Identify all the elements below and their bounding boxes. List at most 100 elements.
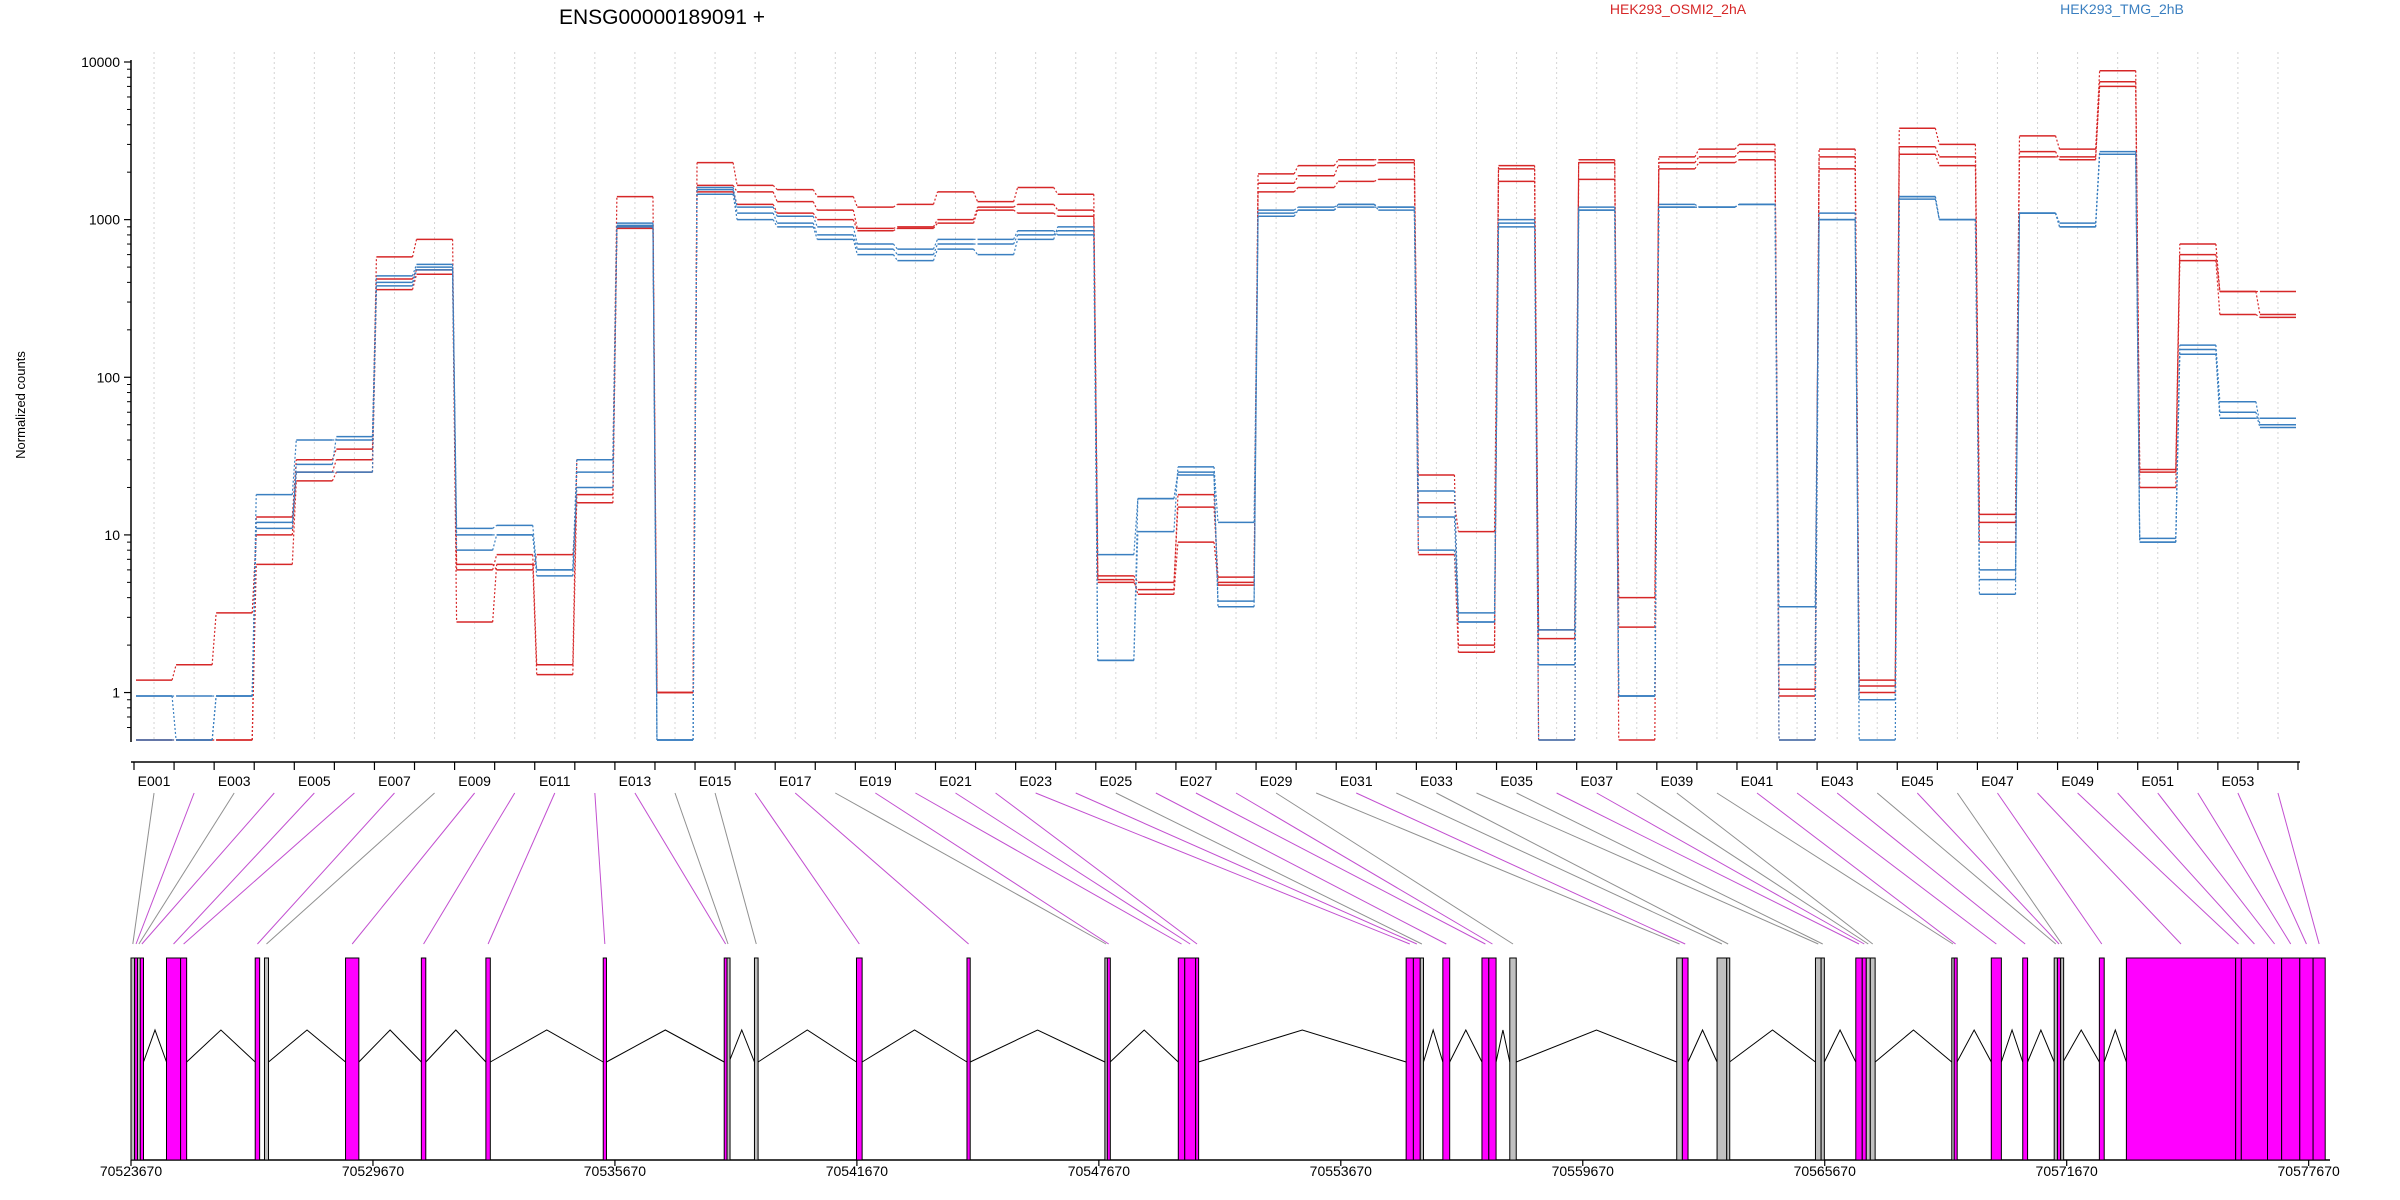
- series-riser: [1614, 210, 1620, 697]
- series-riser: [852, 234, 858, 250]
- x-tick-label: E021: [939, 773, 972, 789]
- exon-connector: [1876, 792, 2057, 945]
- series-riser: [2215, 260, 2221, 315]
- exon-connector: [1956, 792, 2063, 945]
- series-riser: [492, 564, 498, 623]
- series-riser: [1053, 212, 1059, 217]
- exon-connector: [351, 792, 476, 945]
- series-riser: [291, 480, 297, 565]
- series-riser: [972, 209, 979, 224]
- exon-connector: [1195, 792, 1486, 945]
- series-riser: [1493, 226, 1500, 623]
- series-riser: [812, 212, 818, 220]
- series-riser: [1734, 151, 1740, 158]
- series-riser: [1854, 219, 1860, 700]
- exon-connector: [135, 792, 195, 945]
- intron-line: [1198, 1029, 1407, 1063]
- exon-box: [1509, 957, 1517, 1161]
- exon-box: [1177, 957, 1186, 1161]
- exon-connector: [714, 792, 757, 945]
- series-riser: [532, 534, 538, 570]
- series-riser: [812, 201, 818, 211]
- exon-box: [1814, 957, 1822, 1161]
- series-riser: [1213, 474, 1219, 602]
- series-riser: [1213, 466, 1219, 523]
- exon-connector: [835, 792, 1107, 945]
- exon-box: [2312, 957, 2326, 1161]
- series-6: [136, 153, 2296, 741]
- exon-connector: [1596, 792, 1865, 945]
- exon-box: [254, 957, 261, 1161]
- exon-box: [2267, 957, 2283, 1161]
- exon-box: [1865, 957, 1871, 1161]
- gene-model: 70523670 70529670 70535670 70541670 70547670…: [100, 957, 2340, 1179]
- series-riser: [1133, 579, 1139, 595]
- exon-grid: [153, 52, 2279, 740]
- series-riser: [1253, 210, 1259, 523]
- x-tick-label: E017: [779, 773, 812, 789]
- series-riser: [893, 226, 898, 229]
- intron-line: [2000, 1028, 2024, 1063]
- series-riser: [973, 248, 979, 255]
- series-riser: [1293, 187, 1299, 193]
- series-riser: [1654, 207, 1660, 697]
- x-tick-label: E003: [218, 773, 251, 789]
- series-riser: [1293, 209, 1299, 214]
- exon-connector: [1997, 792, 2103, 945]
- x-tick-label: E039: [1661, 773, 1694, 789]
- x-tick-label: E029: [1260, 773, 1293, 789]
- series-riser: [812, 189, 818, 197]
- series-riser: [411, 274, 418, 290]
- intron-line: [1823, 1028, 1857, 1063]
- x-tick-label: E035: [1500, 773, 1533, 789]
- series-riser: [1533, 226, 1540, 741]
- exon-box: [1869, 957, 1876, 1161]
- x-tick-label: E049: [2061, 773, 2094, 789]
- series-riser: [2014, 135, 2021, 523]
- series-riser: [732, 162, 738, 186]
- series-riser: [1373, 203, 1379, 208]
- genome-tick-label: 70529670: [342, 1163, 405, 1179]
- exon-box: [1184, 957, 1197, 1161]
- y-tick-label: 10000: [81, 54, 120, 70]
- exon-connector: [1035, 792, 1410, 945]
- series-riser: [371, 285, 378, 437]
- exon-connector: [754, 792, 860, 945]
- exon-box: [180, 957, 188, 1161]
- series-riser: [331, 471, 337, 482]
- plot-area: 1 10 100 1000 10000 E001 E003 E005 E007 E009 E011 E…: [81, 54, 2300, 789]
- series-riser: [1053, 187, 1059, 195]
- series-riser: [1453, 516, 1460, 623]
- x-tick-label: E019: [859, 773, 892, 789]
- exon-connector: [141, 792, 275, 945]
- intron-line: [1109, 1029, 1179, 1063]
- legend-entry-osmi2: HEK293_OSMI2_2hA: [1610, 1, 1747, 17]
- series-riser: [1734, 203, 1740, 208]
- series-riser: [1013, 230, 1019, 240]
- exon-connector: [1315, 792, 1680, 945]
- exon-connector: [2157, 792, 2275, 945]
- exon-connector: [995, 792, 1198, 945]
- series-riser: [892, 248, 898, 255]
- series-riser: [2215, 349, 2221, 413]
- exon-connector: [1716, 792, 1954, 945]
- exon-box: [1488, 957, 1497, 1161]
- series-riser: [1934, 128, 1940, 145]
- series-riser: [1413, 210, 1419, 551]
- exon-box: [1716, 957, 1728, 1161]
- series-riser: [1814, 219, 1820, 741]
- exon-connector: [1075, 792, 1418, 945]
- series-riser: [2135, 151, 2141, 539]
- exon-connector: [2197, 792, 2292, 945]
- series-riser: [1013, 239, 1019, 255]
- series-riser: [772, 184, 778, 191]
- series-riser: [852, 219, 858, 231]
- exon-box: [1442, 957, 1451, 1161]
- series-riser: [893, 227, 898, 232]
- series-riser: [331, 436, 337, 465]
- series-riser: [2255, 291, 2261, 315]
- exon-connector: [1676, 792, 1874, 945]
- exon-box: [2022, 957, 2029, 1161]
- series-riser: [1333, 206, 1339, 211]
- chart-title: ENSG00000189091 +: [559, 6, 765, 29]
